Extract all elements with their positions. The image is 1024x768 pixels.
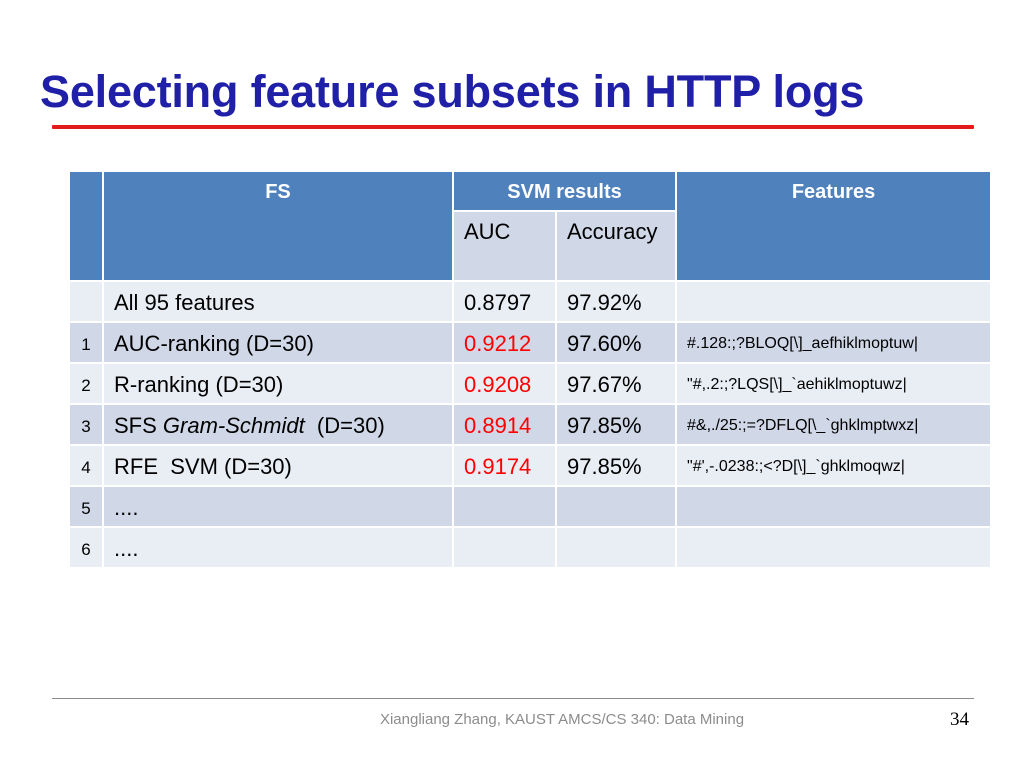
accuracy-value: 97.67% xyxy=(554,362,678,405)
features-value xyxy=(675,485,993,528)
row-number: 5 xyxy=(68,485,104,528)
results-table: FS SVM results Features AUC Accuracy All… xyxy=(68,170,993,569)
method-name-italic: Gram-Schmidt xyxy=(162,413,305,438)
table-row: All 95 features 0.8797 97.92% xyxy=(68,280,993,323)
footer-divider xyxy=(52,698,974,699)
header-svm-results: SVM results xyxy=(451,170,678,212)
auc-value: 0.8914 xyxy=(452,403,557,446)
header-row: FS SVM results Features xyxy=(68,170,993,282)
table-row: 6.... xyxy=(68,526,993,569)
table-row: 1 AUC-ranking (D=30) 0.9212 97.60% #.128:;?B… xyxy=(68,321,993,364)
auc-value: 0.9212 xyxy=(452,321,557,364)
features-value xyxy=(675,526,993,569)
header-accuracy: Accuracy xyxy=(554,210,678,282)
row-number: 2 xyxy=(68,362,104,405)
table-row: 2 R-ranking (D=30) 0.9208 97.67% "#,.2:;?LQS… xyxy=(68,362,993,405)
method-name-suffix: (D=30) xyxy=(304,413,385,438)
accuracy-value: 97.85% xyxy=(554,444,678,487)
features-value: #.128:;?BLOQ[\]_aefhiklmoptuw| xyxy=(675,321,993,364)
accuracy-value: 97.92% xyxy=(554,280,678,323)
features-value: #&,./25:;=?DFLQ[\_`ghklmptwxz| xyxy=(675,403,993,446)
footer-text: Xiangliang Zhang, KAUST AMCS/CS 340: Dat… xyxy=(379,711,745,728)
subheader-row: AUC Accuracy xyxy=(69,210,991,282)
method-name: SFS Gram-Schmidt (D=30) xyxy=(102,403,454,446)
header-auc: AUC xyxy=(452,210,557,282)
method-name: RFE SVM (D=30) xyxy=(102,444,454,487)
features-value: "#',-.0238:;<?D[\]_`ghklmoqwz| xyxy=(675,444,993,487)
accuracy-value xyxy=(554,526,678,569)
auc-value: 0.8797 xyxy=(452,280,557,323)
page-number: 34 xyxy=(950,709,969,730)
features-value xyxy=(675,280,993,323)
method-name: R-ranking (D=30) xyxy=(102,362,454,405)
auc-value: 0.9174 xyxy=(452,444,557,487)
row-number: 3 xyxy=(68,403,104,446)
row-number: 6 xyxy=(68,526,104,569)
method-name: .... xyxy=(102,526,454,569)
slide-title: Selecting feature subsets in HTTP logs xyxy=(40,66,865,117)
header-fs: FS xyxy=(102,170,454,282)
row-number: 1 xyxy=(68,321,104,364)
accuracy-value xyxy=(554,485,678,528)
accuracy-value: 97.60% xyxy=(554,321,678,364)
title-underline xyxy=(52,125,974,129)
auc-value: 0.9208 xyxy=(452,362,557,405)
accuracy-value: 97.85% xyxy=(554,403,678,446)
header-features: Features xyxy=(675,170,993,282)
method-name-prefix: SFS xyxy=(114,413,163,438)
method-name: AUC-ranking (D=30) xyxy=(102,321,454,364)
auc-value xyxy=(452,526,557,569)
table-row: 5.... xyxy=(68,485,993,528)
table-row: 4 RFE SVM (D=30) 0.9174 97.85% "#',-.0238:;<… xyxy=(68,444,993,487)
table-row: 3 SFS Gram-Schmidt (D=30) 0.8914 97.85% #&,.… xyxy=(68,403,993,446)
row-number xyxy=(68,280,104,323)
auc-value xyxy=(452,485,557,528)
row-number: 4 xyxy=(68,444,104,487)
method-name: All 95 features xyxy=(102,280,454,323)
method-name: .... xyxy=(102,485,454,528)
features-value: "#,.2:;?LQS[\]_`aehiklmoptuwz| xyxy=(675,362,993,405)
header-index-cell xyxy=(68,170,104,282)
